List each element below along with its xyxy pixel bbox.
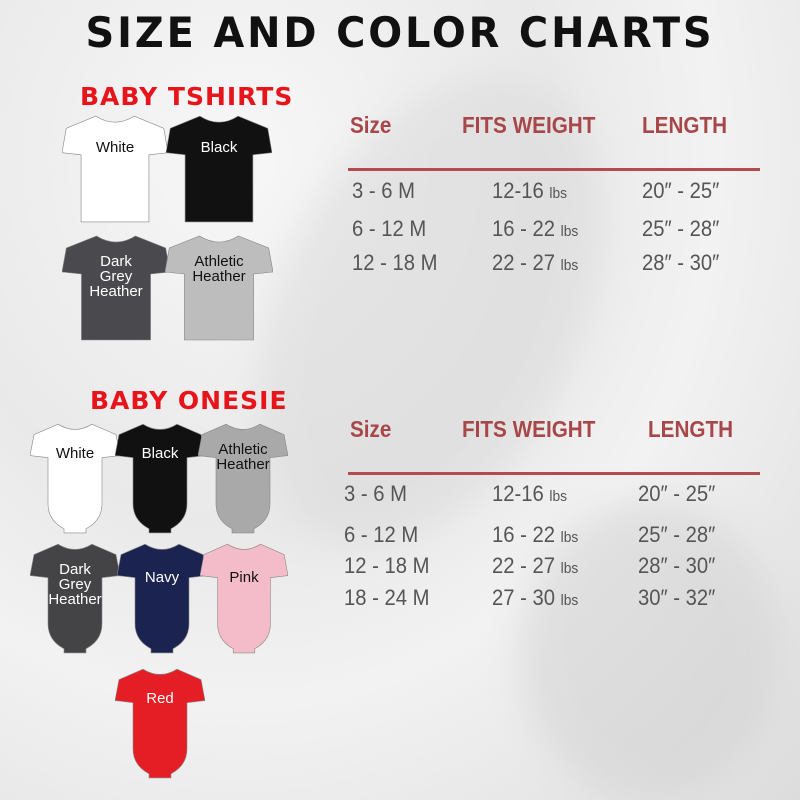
weight-unit: lbs	[560, 592, 579, 609]
size-cell: 6 - 12 M	[344, 522, 419, 547]
table-header: FITS WEIGHT	[462, 112, 596, 138]
length-cell: 25″ - 28″	[642, 216, 720, 241]
onesies-garment-icon	[200, 543, 288, 654]
color-label: Athletic Heather	[216, 441, 270, 473]
length-cell: 28″ - 30″	[638, 553, 716, 578]
size-cell: 12 - 18 M	[352, 250, 438, 275]
table-header: LENGTH	[642, 112, 728, 138]
weight-cell: 27 - 30 lbs	[492, 585, 578, 611]
table-header: LENGTH	[648, 416, 734, 442]
color-label: Pink	[229, 569, 259, 586]
weight-value: 12-16	[492, 481, 544, 506]
weight-value: 22 - 27	[492, 250, 556, 275]
length-cell: 20″ - 25″	[638, 481, 716, 506]
weight-unit: lbs	[549, 185, 568, 202]
tshirts-garment-icon	[62, 115, 168, 223]
table-header: FITS WEIGHT	[462, 416, 596, 442]
onesies-color-swatch[interactable]: Black	[115, 420, 205, 535]
weight-cell: 16 - 22 lbs	[492, 216, 578, 242]
table-header: Size	[350, 112, 392, 138]
size-cell: 6 - 12 M	[352, 216, 427, 241]
onesies-color-swatch[interactable]: White	[30, 420, 120, 535]
size-cell: 3 - 6 M	[352, 178, 415, 203]
length-cell: 25″ - 28″	[638, 522, 716, 547]
weight-value: 22 - 27	[492, 553, 556, 578]
onesies-garment-icon	[30, 423, 120, 534]
tshirts-heading: BABY TSHIRTS	[80, 82, 294, 111]
weight-value: 16 - 22	[492, 216, 556, 241]
size-cell: 3 - 6 M	[344, 481, 407, 506]
tshirts-garment-icon	[165, 235, 273, 341]
onesies-color-swatch[interactable]: Dark Grey Heather	[30, 540, 120, 655]
weight-cell: 12-16 lbs	[492, 178, 567, 204]
length-cell: 30″ - 32″	[638, 585, 716, 610]
onesies-color-swatch[interactable]: Athletic Heather	[198, 420, 288, 535]
color-label: Dark Grey Heather	[48, 561, 102, 608]
length-cell: 20″ - 25″	[642, 178, 720, 203]
table-divider	[348, 472, 760, 475]
weight-value: 27 - 30	[492, 585, 556, 610]
color-label: Black	[141, 445, 179, 462]
weight-unit: lbs	[560, 257, 579, 274]
tshirts-color-swatch[interactable]: Black	[166, 112, 272, 224]
tshirts-color-swatch[interactable]: Athletic Heather	[165, 232, 273, 342]
onesies-color-swatch[interactable]: Pink	[200, 540, 288, 655]
color-label: White	[55, 445, 95, 462]
onesies-color-swatch[interactable]: Navy	[117, 540, 207, 655]
color-label: White	[95, 139, 135, 156]
table-divider	[348, 168, 760, 171]
color-label: Black	[200, 139, 238, 156]
color-label: Dark Grey Heather	[89, 253, 143, 300]
weight-cell: 22 - 27 lbs	[492, 553, 578, 579]
weight-unit: lbs	[549, 488, 568, 505]
onesies-heading: BABY ONESIE	[90, 386, 288, 415]
table-header: Size	[350, 416, 392, 442]
color-label: Athletic Heather	[192, 253, 246, 285]
size-cell: 18 - 24 M	[344, 585, 430, 610]
onesies-garment-icon	[115, 668, 205, 779]
size-cell: 12 - 18 M	[344, 553, 430, 578]
weight-cell: 12-16 lbs	[492, 481, 567, 507]
weight-unit: lbs	[560, 529, 579, 546]
weight-value: 12-16	[492, 178, 544, 203]
tshirts-color-swatch[interactable]: White	[62, 112, 168, 224]
weight-unit: lbs	[560, 223, 579, 240]
onesies-garment-icon	[198, 423, 288, 534]
weight-cell: 22 - 27 lbs	[492, 250, 578, 276]
tshirts-color-swatch[interactable]: Dark Grey Heather	[62, 232, 170, 342]
length-cell: 28″ - 30″	[642, 250, 720, 275]
weight-value: 16 - 22	[492, 522, 556, 547]
page-title: SIZE AND COLOR CHARTS	[85, 8, 715, 57]
onesies-garment-icon	[115, 423, 205, 534]
color-label: Red	[146, 690, 174, 707]
color-label: Navy	[144, 569, 180, 586]
onesies-garment-icon	[117, 543, 207, 654]
onesies-garment-icon	[30, 543, 120, 654]
weight-cell: 16 - 22 lbs	[492, 522, 578, 548]
onesies-color-swatch[interactable]: Red	[115, 665, 205, 780]
tshirts-garment-icon	[62, 235, 170, 341]
weight-unit: lbs	[560, 560, 579, 577]
tshirts-garment-icon	[166, 115, 272, 223]
